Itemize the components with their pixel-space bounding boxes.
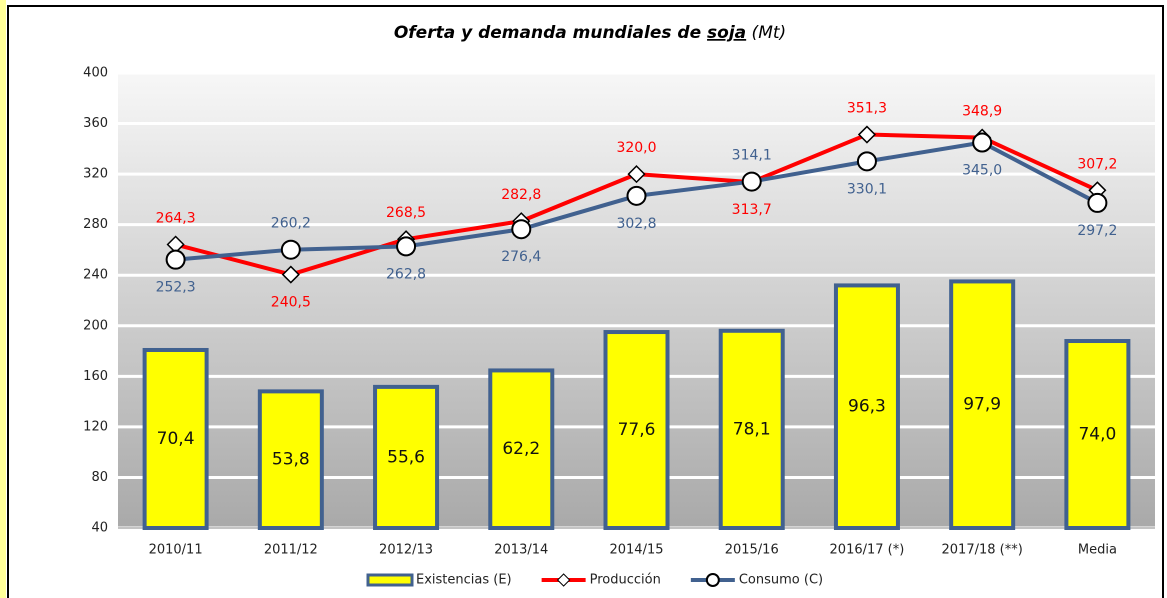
value-label: 264,3: [156, 211, 196, 227]
bar: [603, 330, 670, 530]
marker: [280, 239, 301, 260]
y-tick-label: 360: [83, 116, 108, 131]
value-label: 262,8: [386, 266, 426, 282]
value-label: 276,4: [501, 249, 541, 265]
bar-label: 77,6: [618, 420, 656, 440]
marker: [626, 185, 647, 206]
legend-label: Producción: [590, 573, 661, 588]
marker: [1087, 192, 1108, 213]
title-part: Oferta y demanda mundiales de: [394, 23, 707, 43]
x-tick-label: 2012/13: [379, 543, 433, 558]
x-tick-label: 2016/17 (*): [830, 543, 905, 558]
value-label: 313,7: [732, 202, 772, 218]
y-tick-label: 240: [83, 268, 108, 283]
bar: [373, 384, 440, 530]
value-label: 330,1: [847, 181, 887, 197]
x-tick-label: 2011/12: [264, 543, 318, 558]
bar-label: 70,4: [157, 429, 195, 449]
legend-swatch: [366, 573, 414, 587]
value-label: 345,0: [962, 163, 1002, 179]
y-tick-label: 160: [83, 369, 108, 384]
bar-label: 55,6: [387, 447, 425, 467]
value-label: 240,5: [271, 295, 311, 311]
bar: [718, 328, 785, 530]
chart-title: Oferta y demanda mundiales de soja (Mt): [394, 23, 786, 43]
legend-marker: [705, 573, 720, 587]
legend-label: Existencias (E): [416, 573, 512, 588]
x-tick-label: Media: [1078, 543, 1117, 558]
marker: [856, 151, 877, 172]
marker: [627, 165, 646, 184]
marker: [972, 132, 993, 153]
legend-marker: [556, 573, 571, 587]
bar-label: 96,3: [848, 397, 886, 417]
bar: [488, 368, 555, 531]
y-tick-label: 320: [83, 167, 108, 182]
bar-label: 74,0: [1078, 425, 1116, 445]
value-label: 320,0: [616, 140, 656, 156]
y-tick-label: 280: [83, 217, 108, 232]
bar: [142, 347, 209, 530]
x-tick-label: 2017/18 (**): [942, 543, 1023, 558]
legend-label: Consumo (C): [739, 573, 823, 588]
marker: [511, 219, 532, 240]
value-label: 252,3: [156, 280, 196, 296]
marker: [165, 249, 186, 270]
y-tick-label: 80: [91, 470, 108, 485]
x-tick-label: 2010/11: [149, 543, 203, 558]
x-tick-label: 2013/14: [494, 543, 548, 558]
value-label: 297,2: [1077, 223, 1117, 239]
x-tick-label: 2014/15: [609, 543, 663, 558]
bar-label: 62,2: [502, 439, 540, 459]
marker: [857, 125, 877, 144]
value-label: 307,2: [1077, 156, 1117, 172]
value-label: 268,5: [386, 205, 426, 221]
value-label: 282,8: [501, 187, 541, 203]
x-tick-label: 2015/16: [725, 543, 779, 558]
y-tick-label: 200: [83, 318, 108, 333]
marker: [281, 265, 300, 284]
bar: [833, 283, 900, 530]
value-label: 302,8: [616, 216, 656, 232]
edge: [0, 0, 6, 598]
bar-label: 97,9: [963, 395, 1001, 415]
bar-label: 78,1: [733, 419, 771, 439]
y-tick-label: 40: [91, 521, 108, 536]
title-part: soja: [707, 23, 746, 43]
y-tick-label: 400: [83, 66, 108, 81]
bar: [1064, 339, 1131, 530]
bar: [949, 279, 1016, 530]
bar-label: 53,8: [272, 450, 310, 470]
value-label: 314,1: [732, 148, 772, 164]
value-label: 351,3: [847, 101, 887, 117]
marker: [741, 171, 762, 192]
title-part: (Mt): [746, 23, 786, 43]
bar: [257, 389, 324, 530]
value-label: 260,2: [271, 216, 311, 232]
value-label: 348,9: [962, 104, 1002, 120]
marker: [396, 236, 417, 257]
y-tick-label: 120: [83, 419, 108, 434]
